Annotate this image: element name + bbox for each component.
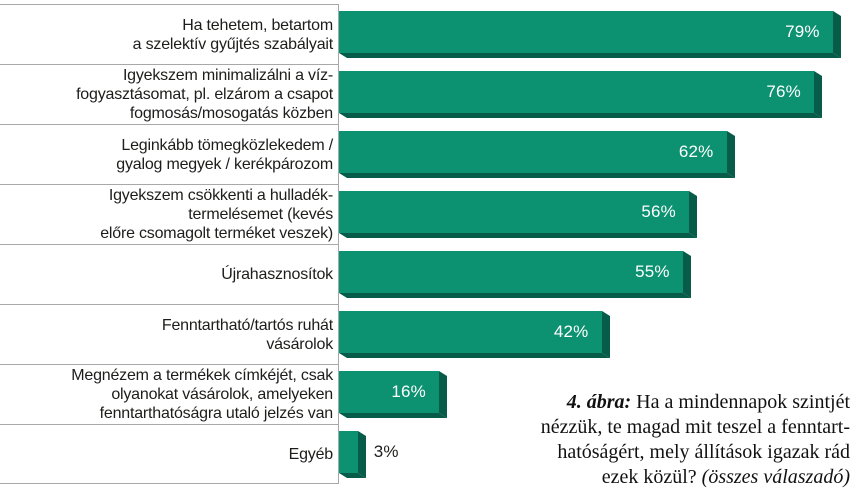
category-label: Igyekszem csökkenti a hulladék- termelés… xyxy=(0,184,338,244)
bar-value-label: 3% xyxy=(373,442,399,461)
chart-row: Megnézem a termékek címkéjét, csak olyan… xyxy=(0,364,854,424)
bar-value-label: 55% xyxy=(635,262,670,281)
bar-track: 79% xyxy=(338,4,854,64)
bar-track: 3% xyxy=(338,424,854,484)
category-label: Újrahasznosítok xyxy=(0,244,338,304)
figure-caption-line: ezek közül? (összes válaszadó) xyxy=(601,466,850,488)
category-label: Igyekszem minimalizálni a víz- fogyasztá… xyxy=(0,64,338,124)
chart-row: Igyekszem minimalizálni a víz- fogyasztá… xyxy=(0,64,854,124)
bar-value-label: 56% xyxy=(641,202,676,221)
bar-value-label: 79% xyxy=(785,22,820,41)
bar: 16% xyxy=(339,371,439,413)
category-label: Egyéb xyxy=(0,424,338,484)
category-label: Fenntartható/tartós ruhát vásárolok xyxy=(0,304,338,364)
bar: 79% xyxy=(339,11,833,53)
bar: 56% xyxy=(339,191,689,233)
bar-value-label: 76% xyxy=(766,82,801,101)
bar-track: 55% xyxy=(338,244,854,304)
figure-caption-line: 4. ábra: Ha a mindennapok szintjét xyxy=(566,391,850,413)
bar: 3% xyxy=(339,431,399,473)
bar: 55% xyxy=(339,251,683,293)
bar-track: 62% xyxy=(338,124,854,184)
bar: 62% xyxy=(339,131,727,173)
chart-row: Újrahasznosítok 55% xyxy=(0,244,854,304)
category-label: Megnézem a termékek címkéjét, csak olyan… xyxy=(0,364,338,424)
bar-value-label: 42% xyxy=(553,322,589,341)
figure-caption: 4. ábra: Ha a mindennapok szintjét nézzük… xyxy=(420,390,850,490)
figure-caption-line: nézzük, te magad mit teszel a fenntart- xyxy=(540,416,850,438)
chart-row: Fenntartható/tartós ruhát vásárolok 42% xyxy=(0,304,854,364)
chart-rows: Ha tehetem, betartom a szelektív gyűjtés… xyxy=(0,4,854,484)
bar-track: 56% xyxy=(338,184,854,244)
chart-row: Igyekszem csökkenti a hulladék- termelés… xyxy=(0,184,854,244)
figure-caption-line: hatóságért, mely állítások igazak rád xyxy=(557,441,850,463)
category-label: Leginkább tömegközlekedem / gyalog megye… xyxy=(0,124,338,184)
bar-track: 42% xyxy=(338,304,854,364)
chart-row: Ha tehetem, betartom a szelektív gyűjtés… xyxy=(0,4,854,64)
category-label: Ha tehetem, betartom a szelektív gyűjtés… xyxy=(0,4,338,64)
bar-track: 16% xyxy=(338,364,854,424)
bar-track: 76% xyxy=(338,64,854,124)
bar-value-label: 16% xyxy=(391,382,426,401)
chart-row: Egyéb 3% xyxy=(0,424,854,484)
bar-value-label: 62% xyxy=(678,142,714,161)
bar: 76% xyxy=(339,71,814,113)
chart-row: Leginkább tömegközlekedem / gyalog megye… xyxy=(0,124,854,184)
bar: 42% xyxy=(339,311,602,353)
